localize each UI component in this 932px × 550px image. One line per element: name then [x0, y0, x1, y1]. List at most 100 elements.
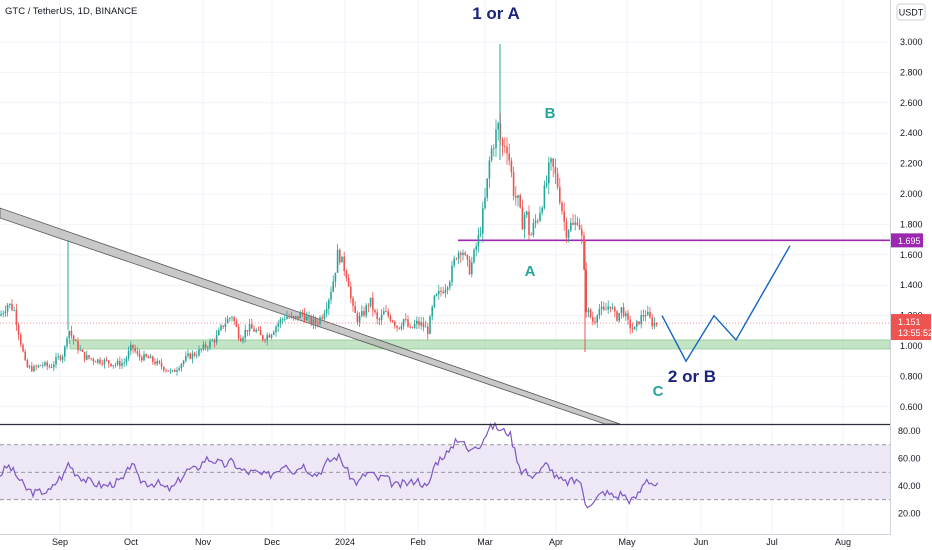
projection-path[interactable] [661, 245, 791, 363]
candle-body [134, 348, 136, 352]
candle-body [59, 356, 62, 360]
candle-body [369, 297, 372, 307]
candle-body [402, 319, 405, 327]
candle-body [319, 317, 321, 324]
candle-body [308, 316, 310, 318]
candle-body [325, 308, 328, 314]
candle-body [570, 222, 572, 231]
candle-body [17, 325, 20, 335]
rsi-tick-label: 20.00 [898, 509, 921, 519]
candle-body [336, 249, 339, 273]
wave-label: 2 or B [668, 367, 716, 386]
candle-body [649, 311, 651, 318]
candle-body [68, 330, 70, 339]
candle-body [444, 289, 447, 293]
candle-body [479, 233, 482, 235]
candle-body [429, 316, 431, 334]
candle-body [422, 322, 425, 328]
candle-body [90, 358, 92, 360]
rsi-tick-label: 60.00 [898, 454, 921, 464]
candle-body [345, 271, 348, 278]
candle-body [477, 234, 480, 247]
candle-body [519, 195, 521, 208]
candle-body [653, 322, 656, 327]
candle-body [251, 324, 253, 329]
candle-body [72, 335, 75, 341]
candle-body [4, 311, 7, 314]
rsi-line[interactable] [0, 421, 659, 509]
candle-body [224, 323, 227, 327]
candle-body [521, 207, 524, 230]
candle-body [292, 316, 295, 318]
time-tick-label: Mar [477, 537, 493, 547]
candle-body [493, 147, 495, 149]
candle-body [0, 314, 2, 316]
candle-body [378, 319, 381, 321]
candle-body [246, 330, 249, 332]
candle-body [581, 229, 583, 236]
candle-body [110, 363, 112, 367]
candle-body [605, 309, 607, 311]
candle-body [13, 309, 15, 311]
candle-body [255, 329, 257, 332]
candle-body [147, 356, 150, 359]
overlay: 1 or A B A 2 or BC [472, 4, 791, 400]
candle-body [218, 330, 220, 336]
candle-body [449, 282, 451, 288]
candle-body [431, 306, 433, 317]
candle-body [88, 355, 90, 359]
candle-body [112, 365, 114, 367]
candle-body [391, 320, 394, 322]
candle-body [244, 330, 246, 338]
candle-body [160, 362, 163, 367]
candle-body [528, 211, 530, 235]
candle-body [44, 362, 46, 366]
price-pane[interactable] [0, 44, 891, 425]
candle-body [585, 269, 587, 313]
candle-body [75, 340, 77, 342]
candle-body [341, 256, 343, 263]
candle-body [136, 351, 139, 354]
support-zone[interactable] [69, 339, 891, 350]
candle-body [240, 338, 242, 342]
candle-body [565, 221, 568, 238]
candle-body [644, 315, 647, 317]
candle-body [451, 265, 453, 283]
candle-body [539, 212, 541, 221]
time-tick-label: Sep [52, 537, 68, 547]
candle-body [187, 353, 189, 357]
candle-body [233, 317, 235, 322]
candle-body [387, 311, 389, 317]
currency-button[interactable]: USDT [896, 3, 926, 21]
candle-body [321, 317, 323, 319]
candle-body [174, 370, 176, 372]
candle-body [506, 146, 508, 154]
candle-body [583, 235, 585, 270]
candle-body [220, 325, 222, 331]
candle-body [77, 341, 79, 351]
rsi-pane[interactable] [0, 421, 890, 509]
countdown-label: 13:55:52 [898, 328, 932, 338]
candle-body [398, 327, 400, 329]
price-tick-label: 1.400 [900, 280, 923, 290]
candle-body [380, 314, 383, 321]
candle-body [314, 318, 317, 324]
wave-label: 1 or A [472, 4, 520, 23]
candle-body [182, 360, 185, 364]
candle-body [94, 361, 97, 363]
candle-body [286, 316, 288, 319]
candle-body [297, 316, 299, 319]
candle-body [361, 311, 363, 316]
candle-body [374, 310, 376, 313]
candle-body [92, 358, 95, 362]
candle-body [145, 354, 147, 357]
candle-body [108, 360, 110, 364]
candle-body [303, 313, 306, 321]
candle-body [609, 306, 612, 309]
candle-body [180, 363, 183, 369]
time-tick-label: May [618, 537, 636, 547]
candle-body [640, 314, 642, 325]
candle-body [614, 307, 616, 312]
candle-body [39, 365, 42, 367]
